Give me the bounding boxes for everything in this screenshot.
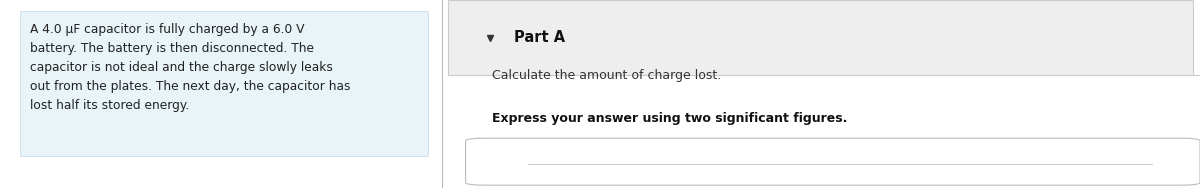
Text: A 4.0 μF capacitor is fully charged by a 6.0 V
battery. The battery is then disc: A 4.0 μF capacitor is fully charged by a… (30, 23, 350, 111)
Text: Part A: Part A (514, 30, 565, 45)
Text: Express your answer using two significant figures.: Express your answer using two significan… (492, 112, 847, 125)
FancyBboxPatch shape (466, 138, 1200, 185)
Text: Calculate the amount of charge lost.: Calculate the amount of charge lost. (492, 69, 721, 82)
FancyBboxPatch shape (448, 75, 1193, 188)
FancyBboxPatch shape (20, 11, 428, 156)
FancyBboxPatch shape (448, 0, 1193, 75)
